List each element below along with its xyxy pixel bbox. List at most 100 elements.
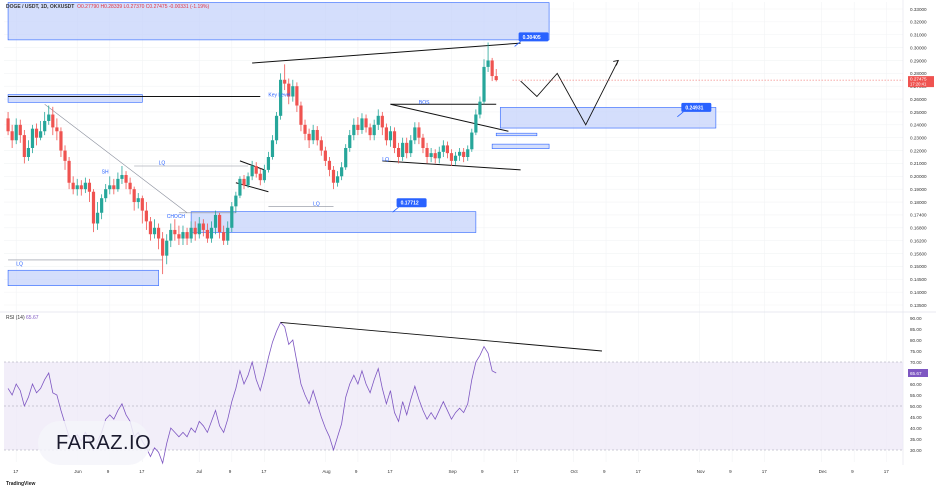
candle-body xyxy=(226,227,230,241)
annotation-label: BOS xyxy=(419,100,430,106)
rsi-value: 65.67 xyxy=(26,315,39,321)
candle-body xyxy=(71,182,75,190)
price-axis-label: 0.16200 xyxy=(910,238,927,243)
time-axis-label: 17 xyxy=(762,469,768,474)
price-axis-label: 0.25000 xyxy=(910,110,927,115)
candle-body xyxy=(169,229,173,241)
rsi-axis-label: 40.00 xyxy=(910,426,922,431)
candle-body xyxy=(409,140,413,154)
price-axis-label: 0.32000 xyxy=(910,20,927,25)
candle-body xyxy=(348,135,352,148)
time-axis-label: 17 xyxy=(139,469,145,474)
supply-demand-zone xyxy=(499,107,717,129)
candle-body xyxy=(26,147,31,157)
candle-body xyxy=(222,232,226,241)
candle-body xyxy=(453,155,458,161)
candle-body xyxy=(405,142,409,154)
time-axis-label: 9 xyxy=(355,469,358,474)
time-axis-label: 9 xyxy=(603,469,606,474)
supply-demand-zone xyxy=(495,132,538,137)
candle-body xyxy=(34,128,39,138)
price-axis-label: 0.21000 xyxy=(910,161,927,166)
annotation-label: CHOCH xyxy=(167,214,186,220)
price-callout-label: 0.17712 xyxy=(401,201,419,207)
candle-body xyxy=(234,195,238,207)
price-callout-box xyxy=(518,32,549,42)
price-axis-label: 0.20000 xyxy=(910,174,927,179)
candle-body xyxy=(392,131,397,148)
candle-body xyxy=(482,66,486,102)
price-axis-label: 0.29000 xyxy=(910,58,927,63)
candle-body xyxy=(331,169,336,183)
price-axis-label: 0.28000 xyxy=(910,71,927,76)
price-callout-pointer xyxy=(392,206,399,213)
candle-body xyxy=(266,157,271,170)
price-axis-label: 0.18000 xyxy=(910,200,927,205)
candle-body xyxy=(59,131,63,151)
candle-body xyxy=(185,232,189,239)
candle-body xyxy=(445,145,449,154)
candle-body xyxy=(173,229,177,235)
candle-body xyxy=(43,120,47,132)
candle-body xyxy=(79,185,83,190)
rsi-axis-label: 45.00 xyxy=(910,415,922,420)
candle-body xyxy=(356,124,360,130)
ohlc-readout: O0.27790 H0.28339 L0.27370 C0.27475 -0.0… xyxy=(77,4,210,10)
candle-body xyxy=(319,140,323,151)
price-axis-label: 0.14000 xyxy=(910,290,927,295)
candle-body xyxy=(291,86,295,97)
candle-body xyxy=(14,124,18,141)
candle-body xyxy=(100,198,104,213)
tradingview-text: TradingView xyxy=(6,481,36,487)
candle-body xyxy=(83,182,87,190)
rsi-axis-label: 55.00 xyxy=(910,393,922,398)
candle-body xyxy=(67,160,71,183)
candle-body xyxy=(462,151,466,157)
price-axis-label: 0.22000 xyxy=(910,148,927,153)
annotation-label: LQ xyxy=(313,201,320,207)
candle-body xyxy=(181,232,185,239)
price-axis-label: 0.31000 xyxy=(910,33,927,38)
supply-demand-zone xyxy=(491,143,550,149)
candle-body xyxy=(283,79,287,84)
candle-body xyxy=(274,115,279,141)
candle-body xyxy=(478,101,482,115)
candle-body xyxy=(205,229,209,239)
watermark-text: FARAZ.IO xyxy=(56,431,152,454)
candle-body xyxy=(230,206,234,228)
candle-body xyxy=(140,198,144,211)
price-axis-label: 0.30000 xyxy=(910,45,927,50)
time-axis-label: 9 xyxy=(851,469,854,474)
candle-body xyxy=(108,185,112,190)
candle-body xyxy=(470,132,474,150)
candle-body xyxy=(413,127,417,141)
candle-body xyxy=(10,131,14,141)
price-axis-label: 0.17400 xyxy=(910,213,927,218)
supply-demand-zone xyxy=(7,2,550,41)
candle-body xyxy=(189,227,193,239)
candle-body xyxy=(116,178,120,190)
price-callout-box xyxy=(396,198,427,208)
candle-body xyxy=(136,198,140,203)
price-axis-label: 0.15600 xyxy=(910,251,927,256)
rsi-axis-label: 70.00 xyxy=(910,360,922,365)
faraz-watermark: FARAZ.IO xyxy=(38,421,152,465)
candle-body xyxy=(258,173,262,181)
candle-body xyxy=(55,127,59,132)
current-price-label: 0.27475 xyxy=(910,77,927,82)
rsi-name: RSI (14) xyxy=(6,315,25,321)
candle-body xyxy=(63,150,67,161)
candle-body xyxy=(388,131,393,141)
candle-body xyxy=(112,185,116,190)
candle-body xyxy=(197,223,201,235)
candle-body xyxy=(401,142,405,157)
rsi-value-tag xyxy=(908,369,928,377)
price-axis-label: 0.26000 xyxy=(910,97,927,102)
trend-line xyxy=(252,42,521,64)
rsi-axis-label: 50.00 xyxy=(910,404,922,409)
candle-body xyxy=(128,182,132,190)
time-axis-label: 17 xyxy=(636,469,642,474)
rsi-axis-label: 85.00 xyxy=(910,327,922,332)
